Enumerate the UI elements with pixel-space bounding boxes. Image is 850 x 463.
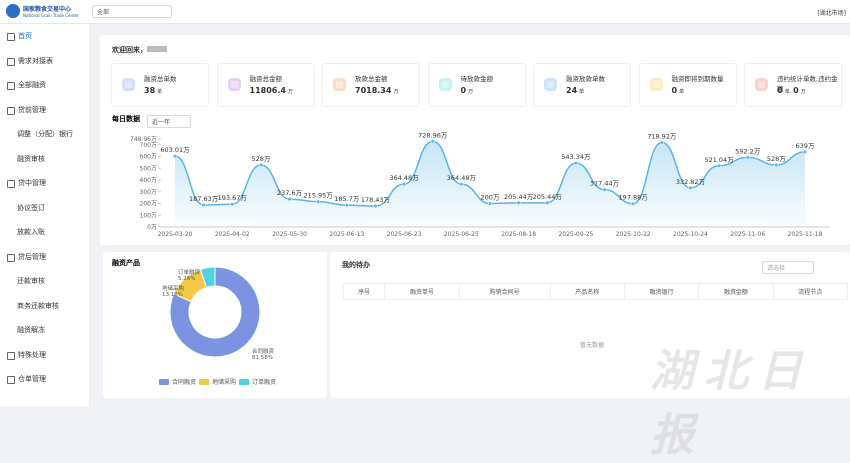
column-header: 产品名称 xyxy=(549,283,625,300)
nav-item[interactable]: 贷前管理 xyxy=(0,98,89,123)
stat-label: 违约统计单数,违约金额 xyxy=(777,75,838,93)
column-header: 序号 xyxy=(342,283,386,300)
stat-card: 融资放款单数 24 单 xyxy=(533,63,631,107)
nav-item[interactable]: 协议签订 xyxy=(17,203,45,212)
logo-title: 国家粮食交易中心 xyxy=(23,6,72,13)
stat-figure: 7018.34 万 xyxy=(355,86,400,95)
stat-value: 24 xyxy=(566,86,578,95)
stat-value: 38 xyxy=(144,86,156,95)
nav-item[interactable]: 全部融资 xyxy=(0,73,89,98)
stat-icon xyxy=(544,78,557,91)
empty-text: 暂无数据 xyxy=(580,342,605,349)
table-header: 序号 融资单号 购销合同号 产品名称 融资银行 融资金额 流程节点 xyxy=(342,283,849,300)
stat-icon xyxy=(649,78,663,91)
nav-item[interactable]: 还款审核 xyxy=(17,277,45,285)
stat-label: 融资总金额 xyxy=(249,75,283,83)
stat-card: 违约统计单数,违约金额 0 单, 0 万 xyxy=(744,63,842,107)
stat-value: 0 xyxy=(460,86,467,95)
column-header: 购销合同号 xyxy=(458,283,551,300)
stat-card: 融资即将到期数量 0 单 xyxy=(638,63,737,107)
nav-item[interactable]: 需求对接表 xyxy=(0,49,89,74)
nav-item[interactable]: 融资审核 xyxy=(17,154,45,163)
watermark: 湖北日报 xyxy=(650,346,812,461)
todo-title: 我的待办 xyxy=(342,261,370,269)
stat-icon xyxy=(333,78,346,91)
stat-unit: 单 xyxy=(679,89,685,95)
stat-unit: 单 xyxy=(579,89,585,95)
stat-label: 融资总单数 xyxy=(144,75,177,83)
stat-figure: 11806.4 万 xyxy=(250,86,295,95)
logo: 国家粮食交易中心 National Grain Trade Center xyxy=(6,4,79,18)
stat-unit: 万 xyxy=(800,89,806,95)
stat-unit: 单 xyxy=(157,89,163,95)
todo-select[interactable]: 请选择 xyxy=(762,261,814,274)
stat-label: 待放款金额 xyxy=(460,75,494,83)
stat-value: 0 xyxy=(793,86,799,95)
column-header: 融资银行 xyxy=(623,283,700,300)
stat-label: 融资即将到期数量 xyxy=(671,75,724,83)
scope-select[interactable]: 全部 xyxy=(92,5,172,18)
nav-item[interactable]: 放款入账 xyxy=(17,228,45,236)
range-select[interactable]: 近一年 xyxy=(147,115,191,128)
stat-unit: 万 xyxy=(393,89,399,95)
nav-item[interactable]: 仓单管理 xyxy=(0,367,89,392)
sidebar: 首页 需求对接表 全部融资 贷前管理调整（分配）银行 融资审核贷中管理协议签订放款入账贷… xyxy=(0,24,90,406)
nav-item[interactable]: 贷中管理 xyxy=(0,171,89,196)
stat-card: 放款总金额 7018.34 万 xyxy=(322,63,420,107)
stat-figure: 24 单 xyxy=(566,86,586,95)
welcome: 欢迎回来， xyxy=(112,45,167,55)
nav-item[interactable]: 贷后管理 xyxy=(0,245,89,270)
logo-subtitle: National Grain Trade Center xyxy=(23,13,79,18)
stat-unit: 万 xyxy=(287,89,293,95)
column-header: 融资金额 xyxy=(698,283,774,300)
stat-figure: 38 单 xyxy=(144,86,164,95)
stat-icon xyxy=(438,78,452,91)
stat-icon xyxy=(227,78,241,91)
stat-card: 待放款金额 0 万 xyxy=(427,63,526,107)
stat-unit: 万 xyxy=(468,89,474,95)
stat-label: 放款总金额 xyxy=(355,75,388,83)
stat-unit: 单, xyxy=(784,89,792,95)
market[interactable]: [湖北市场] xyxy=(817,10,846,17)
welcome-text: 欢迎回来， xyxy=(112,46,147,54)
stat-figure: 0 单, 0 万 xyxy=(777,86,808,95)
todo-card: 我的待办 请选择 暂无数据 xyxy=(330,252,850,398)
stat-value: 11806.4 xyxy=(249,86,286,95)
stat-icon xyxy=(755,78,768,91)
product-card xyxy=(103,252,327,398)
nav-item[interactable]: 调整（分配）银行 xyxy=(17,130,73,138)
stat-label: 融资放款单数 xyxy=(566,75,605,83)
column-header: 流程节点 xyxy=(772,283,849,300)
stat-card: 融资总单数 38 单 xyxy=(111,63,209,107)
todo-table: 序号 融资单号 购销合同号 产品名称 融资银行 融资金额 流程节点 xyxy=(342,283,849,300)
stat-icon xyxy=(122,78,135,91)
stat-value: 0 xyxy=(671,86,678,95)
nav-item[interactable]: 融资解冻 xyxy=(17,326,45,334)
column-header: 融资单号 xyxy=(384,283,460,300)
stat-value: 7018.34 xyxy=(355,86,392,95)
header: 国家粮食交易中心 National Grain Trade Center 全部 [… xyxy=(0,0,850,24)
stat-card: 融资总金额 11806.4 万 xyxy=(216,63,315,107)
nav-item[interactable]: 商务还款审核 xyxy=(17,301,59,310)
nav-item[interactable]: 特殊处理 xyxy=(0,343,89,368)
nav-item[interactable]: 首页 xyxy=(0,24,89,49)
stat-value: 0 xyxy=(777,86,783,95)
